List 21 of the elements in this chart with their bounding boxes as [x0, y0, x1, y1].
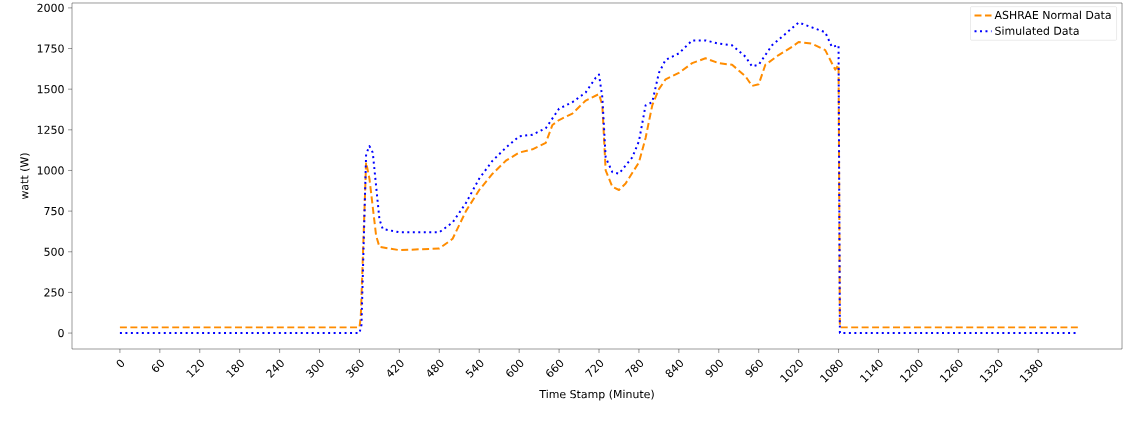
legend-label: Simulated Data [995, 26, 1079, 35]
x-axis-title: Time Stamp (Minute) [539, 389, 654, 401]
x-tick-label: 600 [506, 359, 524, 377]
y-tick-label: 750 [44, 206, 64, 216]
y-tick-label: 1500 [37, 85, 64, 94]
y-tick-label: 250 [44, 288, 64, 297]
y-tick-label: 1250 [37, 125, 64, 134]
y-tick-label: 1750 [37, 44, 64, 53]
y-tick-label: 500 [44, 247, 64, 256]
x-tick-label: 0 [116, 359, 125, 368]
x-tick-label: 60 [151, 359, 164, 372]
x-tick-label: 780 [624, 359, 644, 378]
x-tick-label: 660 [546, 359, 564, 377]
y-tick-label: 2000 [37, 3, 64, 13]
y-tick-label: 0 [58, 328, 64, 338]
x-tick-label: 480 [427, 359, 444, 377]
legend-label: ASHRAE Normal Data [994, 10, 1111, 20]
y-tick-label: 1000 [37, 166, 64, 175]
x-tick-label: 720 [584, 359, 604, 378]
y-axis-title: watt (W) [20, 153, 30, 200]
x-tick-label: 420 [387, 359, 404, 377]
